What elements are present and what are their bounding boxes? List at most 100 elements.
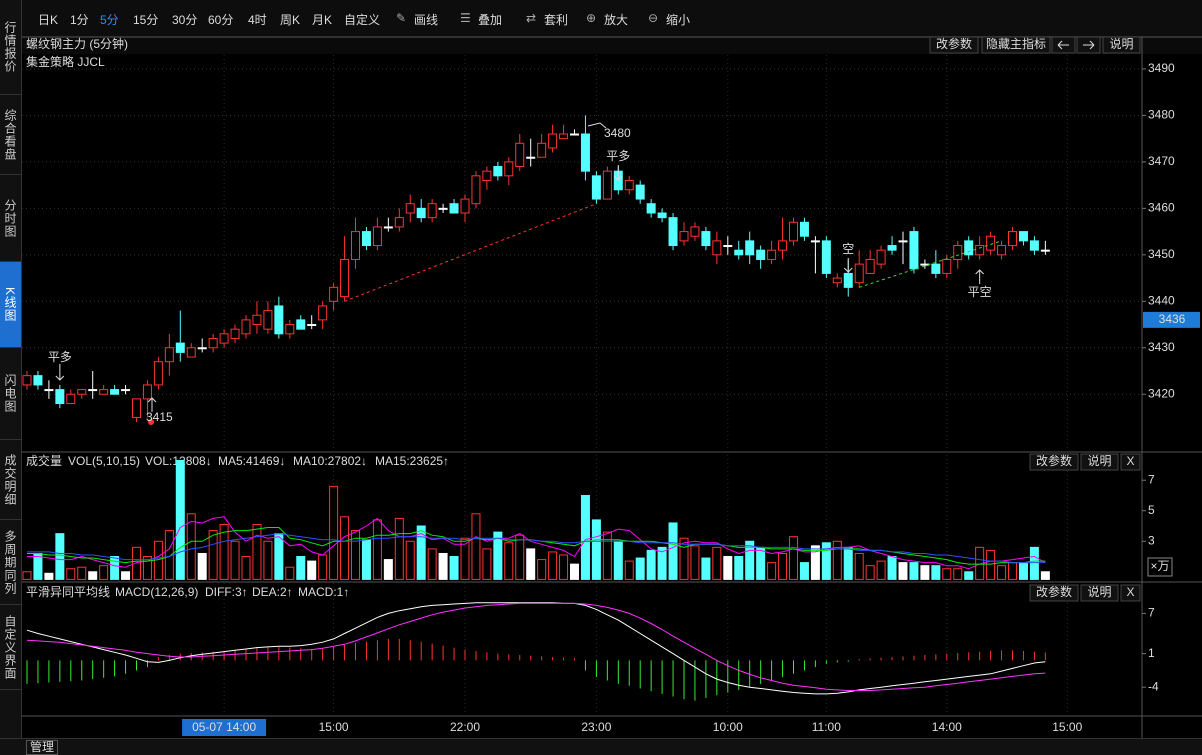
x-tick-label: 05-07 14:00 (192, 720, 256, 734)
period-tab[interactable]: 30分 (172, 13, 198, 27)
candle-body (504, 161, 514, 177)
candle-body (570, 133, 579, 136)
panel-button[interactable] (1120, 453, 1141, 471)
volume-bar (241, 556, 251, 580)
volume-bar (570, 563, 579, 580)
high-marker (587, 122, 607, 129)
candle-body (712, 240, 722, 256)
period-tab[interactable]: 4时 (248, 13, 267, 27)
volume-bar (77, 566, 87, 580)
volume-bar (372, 519, 382, 580)
candle-body (121, 389, 131, 392)
panel-title: 平滑异同平均线 (26, 585, 110, 599)
sidebar-tab[interactable]: 成交明细 (0, 440, 21, 520)
panel-button[interactable] (1029, 584, 1079, 602)
sidebar-tab[interactable]: 闪电图 (0, 348, 21, 440)
indicator-line (26, 602, 1046, 695)
candle-body (810, 240, 820, 243)
period-tab[interactable]: 月K (312, 13, 333, 27)
panel-button[interactable] (1102, 36, 1141, 54)
panel-button[interactable] (981, 36, 1051, 54)
panel-button-label[interactable]: 改参数 (936, 36, 972, 51)
volume-bar (789, 536, 798, 580)
legend-entry: MA15:23625↑ (375, 454, 449, 468)
period-tab[interactable]: 周K (280, 13, 301, 27)
panel-button-label[interactable]: 说明 (1087, 584, 1111, 599)
panel-button-label[interactable]: X (1126, 585, 1134, 599)
candle-body (482, 170, 492, 181)
panel-button-label[interactable]: X (1126, 454, 1134, 468)
y-tick-label: 7 (1148, 606, 1155, 620)
candle-body (745, 240, 755, 256)
signal-arrow (843, 258, 853, 273)
tool-icon: ☰ (460, 11, 471, 25)
volume-bar (142, 556, 152, 580)
candle-body (723, 245, 733, 248)
panel-button[interactable] (929, 36, 979, 54)
volume-bar (559, 554, 569, 580)
tool-button[interactable]: 放大 (604, 13, 629, 27)
tool-button[interactable]: 缩小 (666, 13, 691, 27)
candle-body (734, 249, 744, 256)
volume-bar (318, 554, 328, 580)
volume-bar (876, 560, 886, 580)
volume-bar (515, 534, 525, 580)
volume-bar (723, 556, 733, 580)
period-tab[interactable]: 自定义 (344, 13, 381, 27)
candle-body (132, 398, 141, 418)
candle-body (799, 221, 809, 237)
volume-bar (624, 560, 634, 580)
candle-body (307, 324, 317, 327)
candle-body (296, 319, 306, 330)
panel-button-label[interactable]: 说明 (1087, 453, 1111, 468)
panel-button-label[interactable]: 说明 (1109, 36, 1133, 51)
sidebar-tab[interactable]: 多周期同列 (0, 520, 21, 605)
period-tab[interactable]: 日K (38, 13, 59, 27)
panel-button[interactable] (1029, 453, 1079, 471)
x-cursor-box (182, 719, 267, 736)
panel-button-label[interactable]: 改参数 (1036, 584, 1072, 599)
volume-bar (657, 546, 667, 580)
indicator-line (27, 516, 1046, 570)
tool-button[interactable]: 叠加 (478, 13, 503, 27)
candle-body (55, 389, 65, 405)
volume-bar (340, 516, 350, 580)
y-tick-label: 3 (1148, 533, 1155, 547)
panel-button[interactable] (1080, 584, 1119, 602)
sidebar-tab[interactable]: 分时图 (0, 175, 21, 262)
sidebar-tab[interactable]: 综合看盘 (0, 95, 21, 175)
tool-button[interactable]: 画线 (414, 13, 439, 27)
manage-button[interactable]: 管理 (26, 740, 59, 755)
period-tab[interactable]: 15分 (133, 13, 159, 27)
footer: 管理 (0, 738, 1202, 755)
sidebar-tab[interactable]: 行情报价 (0, 0, 21, 95)
sidebar-tab[interactable]: K线图 (0, 262, 21, 348)
sidebar-tab[interactable]: 自定义界面 (0, 605, 21, 690)
tool-button[interactable]: 套利 (544, 13, 569, 27)
legend-entry: DIFF:3↑ (205, 585, 248, 599)
panel-button-label[interactable]: 隐藏主指标 (986, 36, 1046, 51)
volume-bar (701, 557, 711, 580)
volume-bar (953, 568, 963, 580)
panel-button[interactable] (1120, 584, 1141, 602)
panel-button-label[interactable]: 改参数 (1036, 453, 1072, 468)
panel-title: 成交量 (26, 453, 62, 468)
candle-body (548, 133, 558, 149)
y-tick-label: 3430 (1148, 340, 1175, 354)
x-tick-label: 11:00 (812, 720, 841, 734)
volume-bar (186, 513, 196, 580)
period-tab[interactable]: 60分 (208, 13, 234, 27)
candle-body (767, 249, 777, 260)
sidebar: 行情报价 综合看盘 分时图 K线图 闪电图 成交明细 多周期同列 自定义界面 (0, 0, 22, 738)
candle-body (515, 142, 525, 168)
panel-button[interactable] (1080, 453, 1119, 471)
volume-bar (526, 548, 536, 580)
y-tick-label: 3450 (1148, 247, 1175, 261)
period-tab[interactable]: 1分 (70, 13, 89, 27)
period-tab[interactable]: 5分 (100, 13, 119, 27)
signal-label: 平多 (606, 149, 630, 163)
volume-bar (55, 533, 65, 580)
volume-bar (394, 517, 404, 580)
volume-bar (799, 562, 809, 580)
volume-bar (548, 551, 558, 580)
